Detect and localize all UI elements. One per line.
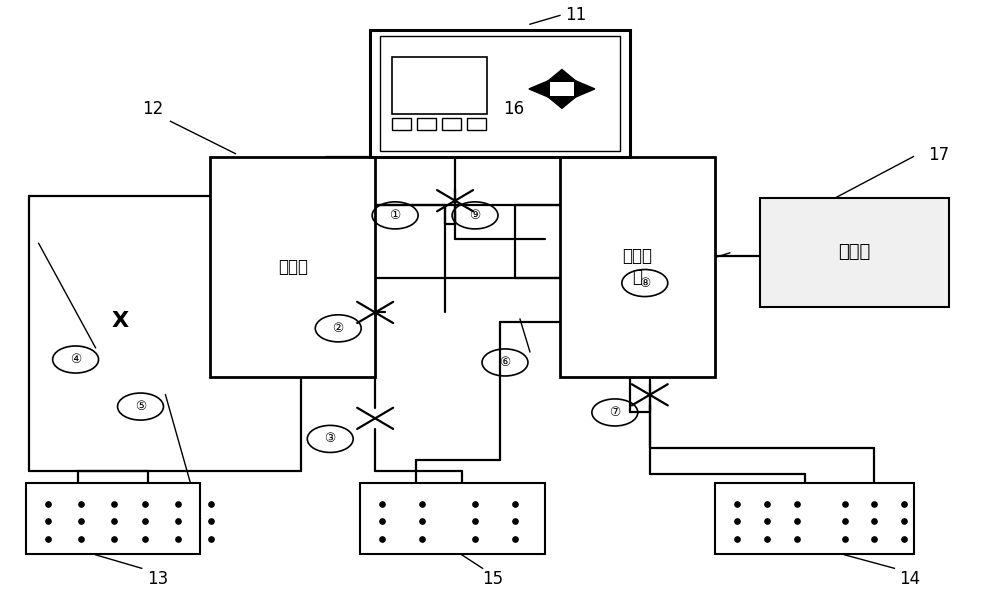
Text: X: X bbox=[112, 311, 129, 331]
Text: 交换机: 交换机 bbox=[278, 258, 308, 276]
Bar bbox=[392, 118, 411, 129]
Bar bbox=[380, 36, 620, 151]
Bar bbox=[360, 483, 545, 554]
Text: ②: ② bbox=[333, 322, 344, 335]
Text: ④: ④ bbox=[70, 353, 81, 366]
Text: 17: 17 bbox=[928, 146, 950, 164]
Bar bbox=[210, 157, 375, 377]
Polygon shape bbox=[567, 77, 595, 101]
Text: ①: ① bbox=[390, 209, 401, 222]
Text: 测试仪: 测试仪 bbox=[838, 243, 871, 261]
Bar bbox=[560, 157, 715, 377]
Polygon shape bbox=[529, 77, 557, 101]
Text: 15: 15 bbox=[483, 570, 504, 588]
Bar bbox=[550, 82, 574, 96]
Text: ⑨: ⑨ bbox=[469, 209, 481, 222]
Text: 13: 13 bbox=[147, 570, 168, 588]
Text: 交换装
置: 交换装 置 bbox=[622, 247, 652, 286]
Text: ⑧: ⑧ bbox=[639, 276, 650, 289]
Text: ⑤: ⑤ bbox=[135, 400, 146, 413]
Bar bbox=[467, 118, 486, 129]
Polygon shape bbox=[542, 92, 582, 109]
Polygon shape bbox=[542, 69, 582, 86]
Text: ⑦: ⑦ bbox=[609, 406, 620, 419]
Text: 14: 14 bbox=[899, 570, 921, 588]
Text: ⑥: ⑥ bbox=[499, 356, 511, 369]
Text: ③: ③ bbox=[325, 432, 336, 445]
Bar bbox=[442, 118, 461, 129]
Text: 16: 16 bbox=[503, 100, 525, 119]
Bar bbox=[392, 56, 487, 114]
Bar bbox=[26, 483, 200, 554]
Text: 11: 11 bbox=[565, 7, 586, 24]
Bar bbox=[715, 483, 914, 554]
Bar bbox=[370, 30, 630, 157]
Bar bbox=[760, 197, 949, 307]
Bar bbox=[417, 118, 436, 129]
Text: 12: 12 bbox=[142, 100, 163, 119]
